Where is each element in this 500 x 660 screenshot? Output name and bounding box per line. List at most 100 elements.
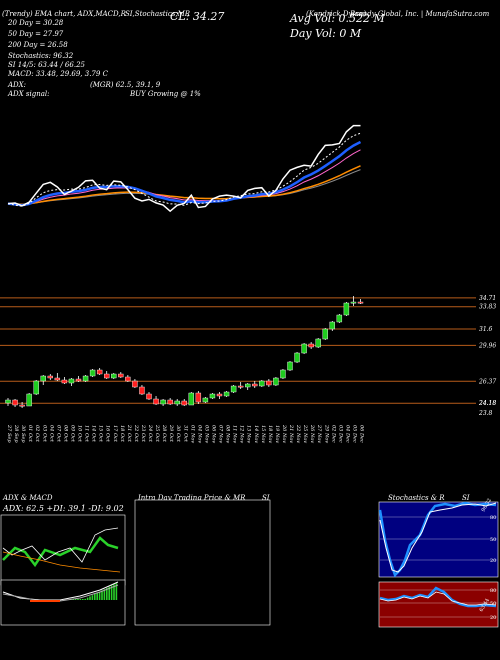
date-label: 14 Nov (253, 425, 259, 443)
date-label: 28 Sep (13, 424, 19, 443)
candle-body (68, 378, 75, 384)
macd-histogram-bar (113, 584, 115, 600)
avg-vol-label: Avg Vol: 0.522 M (290, 12, 385, 25)
date-label: 25 Nov (302, 424, 308, 443)
candle-body (350, 301, 357, 304)
date-label: 01 Oct (27, 425, 33, 443)
price-level-label: 24.18 (478, 400, 496, 407)
candle-body (195, 392, 202, 403)
macd-histogram-bar (96, 592, 98, 600)
date-label: 03 Dec (337, 425, 343, 443)
candle-body (5, 399, 11, 404)
macd-histogram-bar (106, 588, 108, 600)
candle-body (75, 378, 82, 382)
macd-histogram-bar (110, 585, 113, 600)
date-label: 11 Nov (232, 425, 238, 443)
price-level-label: 24.18 (478, 400, 496, 407)
adx-value: (MGR) 62.5, 39.1, 9 (90, 81, 161, 89)
date-label: 12 Nov (239, 425, 245, 443)
candle-body (40, 375, 46, 382)
date-label: 27 Nov (316, 424, 322, 443)
candle-body (61, 379, 68, 384)
candle-body (336, 314, 343, 323)
candle-body (146, 393, 152, 400)
candle-body (273, 377, 279, 386)
macd-histogram-bar (86, 597, 89, 600)
header-title-mid: SI,Stochastics,MR (125, 10, 191, 18)
macd-histogram-bar (94, 594, 96, 600)
header-company: Brandy Global, Inc. | MunafaSutra.com (350, 10, 490, 18)
stoch-level-label: 50 (490, 537, 496, 543)
header-title: (Trendy) EMA chart, ADX,MACD,R (2, 10, 126, 18)
date-label: 08 Oct (62, 425, 68, 443)
intraday-panel-si: SI (262, 494, 270, 502)
date-label: 18 Nov (267, 425, 273, 443)
main-chart: 34.7133.8331.629.9626.3724.1824.1823.827… (0, 124, 496, 443)
candle-body (280, 369, 286, 379)
stoch-level-label: 20 (490, 558, 496, 564)
macd-histogram-bar (108, 586, 110, 600)
ma20-label: 20 Day = 30.28 (8, 19, 64, 27)
date-label: 20 Nov (281, 424, 287, 443)
macd-panel-frame (0, 579, 126, 626)
adx-panel-values: ADX: 62.5 +DI: 39.1 -DI: 9.02 (3, 504, 124, 513)
date-label: 26 Nov (309, 424, 315, 443)
candle-body (287, 361, 293, 371)
candle-body (96, 369, 103, 375)
date-label: 04 Dec (344, 425, 350, 443)
ema-pink-line (7, 149, 361, 206)
date-label: 28 Oct (161, 424, 167, 443)
date-label: 30 Oct (175, 425, 181, 443)
day-vol-label: Day Vol: 0 M (290, 27, 362, 40)
candle-body (153, 398, 159, 405)
candle-body (315, 338, 321, 348)
stoch-panel-title: Stochastics & R (388, 494, 445, 502)
date-label: 04 Oct (48, 425, 54, 443)
date-label: 23 Oct (140, 424, 146, 443)
date-label: 30 Sep (20, 425, 26, 443)
candle-body (294, 352, 300, 363)
candle-body (19, 404, 25, 407)
date-label: 17 Oct (112, 425, 118, 443)
macd-histogram-bar (103, 589, 106, 600)
candle-body (89, 369, 96, 377)
candle-body (237, 385, 244, 388)
date-label: 25 Oct (154, 424, 160, 443)
date-label: 01 Nov (189, 425, 195, 443)
price-level-label: 34.71 (479, 295, 496, 302)
rsi-white-line (379, 591, 497, 606)
candle-body (139, 386, 145, 395)
rsi-level-label: 20 (490, 615, 496, 621)
macd-histogram-bar (101, 590, 103, 600)
adx-signal-label: ADX signal: (8, 90, 50, 98)
candle-body (322, 328, 328, 340)
candle-body (82, 375, 89, 382)
date-label: 13 Nov (246, 425, 252, 443)
price-level-label: 31.6 (479, 326, 493, 333)
candle-body (118, 373, 124, 378)
candle-body (103, 373, 110, 379)
candle-body (33, 380, 39, 395)
date-label: 07 Nov (218, 425, 224, 443)
stoch-label: Stochastics: 96.32 (8, 52, 74, 60)
close-label: CL: 34.27 (170, 10, 225, 23)
date-label: 22 Oct (133, 424, 139, 443)
date-label: 29 Oct (168, 424, 174, 443)
candle-body (259, 380, 265, 387)
candle-body (301, 343, 307, 354)
candle-body (132, 380, 138, 388)
date-label: 08 Nov (225, 425, 231, 443)
macd-histogram-bar (115, 583, 118, 600)
candle-body (230, 385, 237, 393)
candle-body (329, 321, 335, 330)
candle-body (160, 399, 166, 405)
ema-orange-line (7, 165, 361, 205)
macd-histogram-bar (91, 595, 94, 600)
candle-body (47, 375, 53, 379)
date-label: 02 Dec (330, 425, 336, 443)
date-label: 03 Oct (41, 425, 47, 443)
date-label: 21 Nov (288, 424, 294, 443)
candle-body (357, 301, 364, 304)
candle-body (12, 399, 18, 406)
